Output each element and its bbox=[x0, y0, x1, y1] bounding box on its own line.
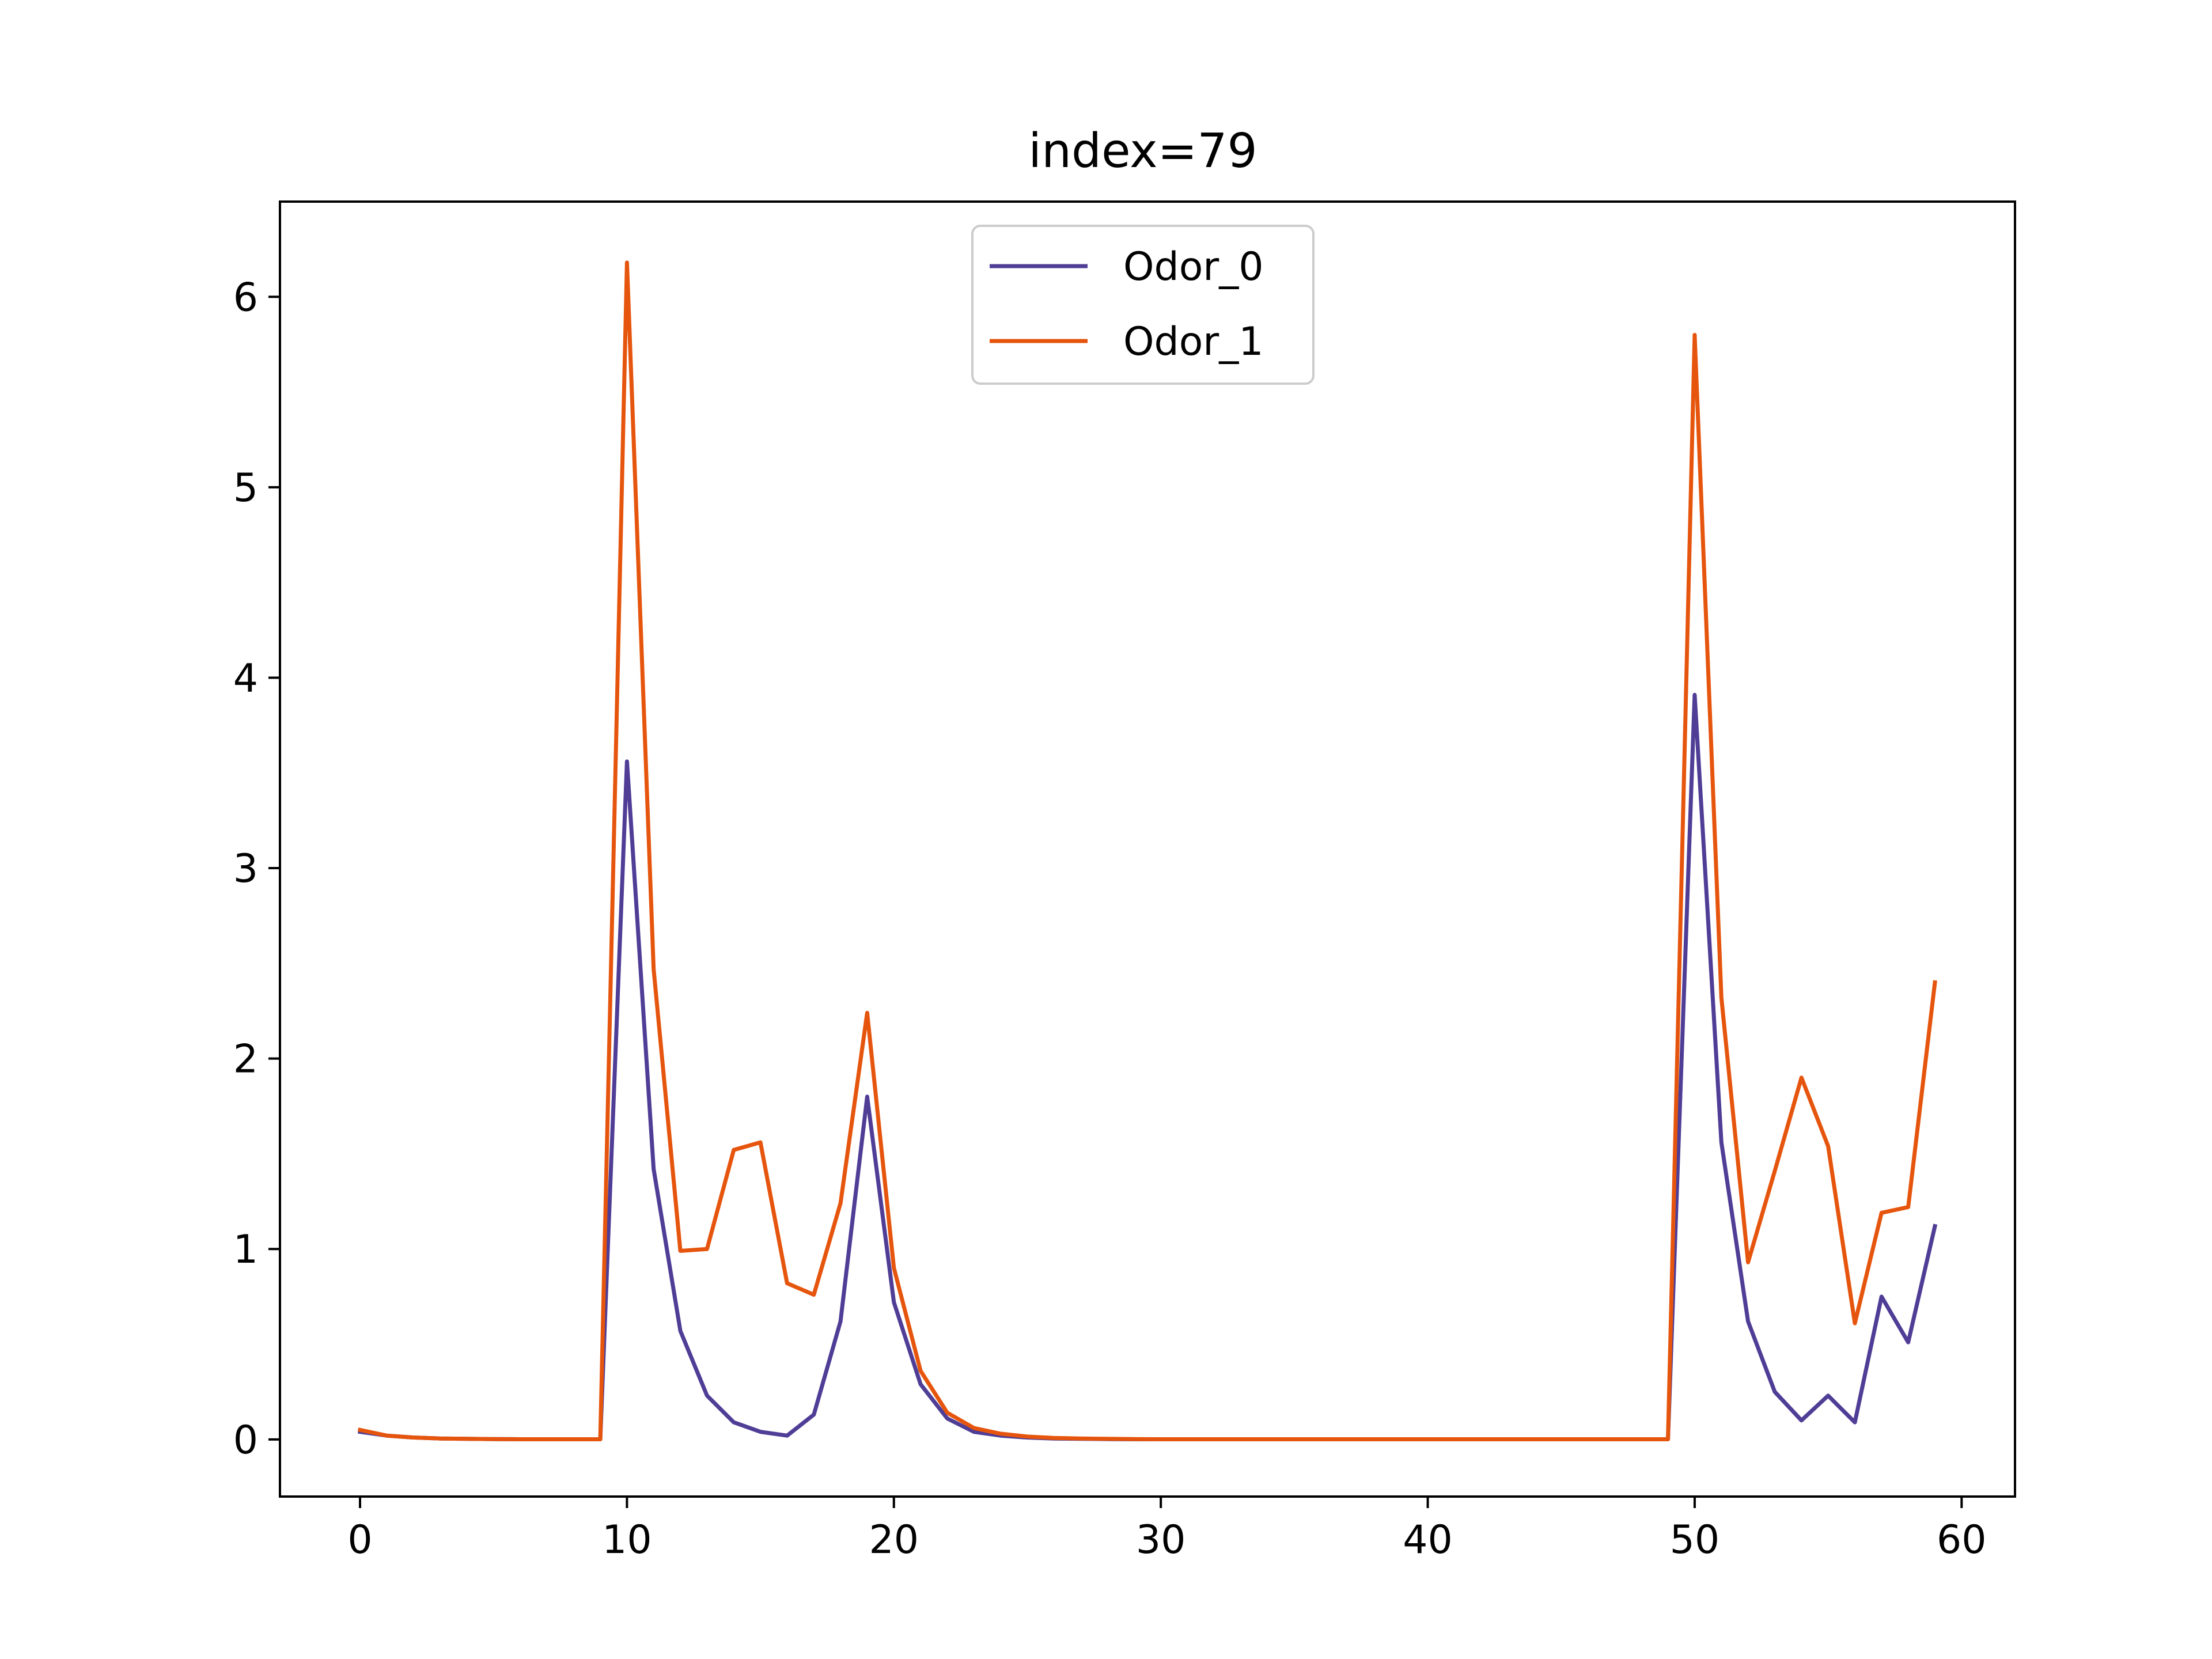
y-tick-label: 4 bbox=[233, 656, 258, 701]
series-layer bbox=[357, 260, 1938, 1441]
y-tick-label: 2 bbox=[233, 1037, 258, 1082]
y-tick-label: 0 bbox=[233, 1418, 258, 1463]
plot-border bbox=[279, 200, 2016, 1498]
series-line-odor-1 bbox=[357, 260, 1937, 1441]
plot-area bbox=[280, 202, 2015, 1497]
x-tick-label: 0 bbox=[347, 1517, 372, 1563]
y-tick-label: 1 bbox=[233, 1227, 258, 1272]
y-tick-label: 6 bbox=[233, 275, 258, 320]
y-axis: 0 1 2 3 4 5 6 bbox=[233, 275, 280, 1463]
x-tick-label: 60 bbox=[1937, 1517, 1987, 1563]
x-tick-label: 30 bbox=[1136, 1517, 1186, 1563]
y-tick-label: 3 bbox=[233, 846, 258, 892]
x-tick-label: 20 bbox=[869, 1517, 919, 1563]
x-tick-label: 40 bbox=[1403, 1517, 1453, 1563]
legend-label: Odor_0 bbox=[1123, 244, 1264, 290]
y-tick-label: 5 bbox=[233, 465, 258, 511]
chart-title: index=79 bbox=[1028, 124, 1257, 179]
x-tick-label: 10 bbox=[602, 1517, 652, 1563]
legend-label: Odor_1 bbox=[1123, 319, 1264, 365]
x-tick-label: 50 bbox=[1670, 1517, 1720, 1563]
x-axis: 0 10 20 30 40 50 60 bbox=[347, 1497, 1987, 1563]
legend: Odor_0 Odor_1 bbox=[971, 225, 1315, 385]
